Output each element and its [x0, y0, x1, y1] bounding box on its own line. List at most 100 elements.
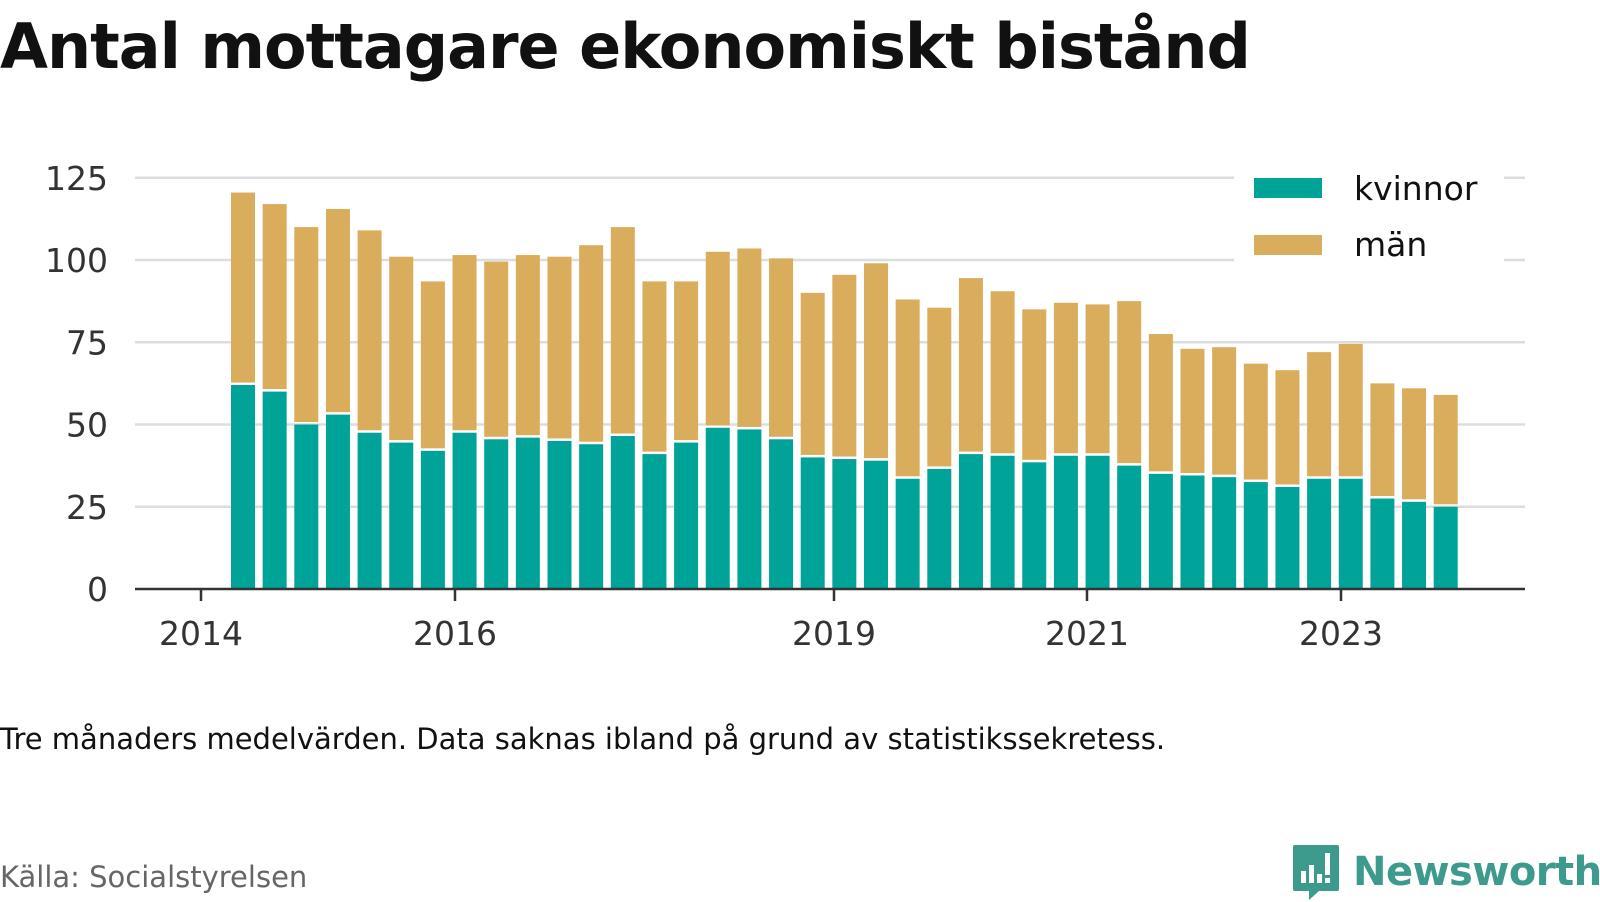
- bar-kvinnor: [579, 444, 604, 589]
- bar-kvinnor: [1180, 475, 1205, 589]
- bar-kvinnor: [1022, 462, 1047, 589]
- bar-man: [705, 251, 730, 426]
- bar-kvinnor: [610, 436, 635, 589]
- bar-man: [610, 227, 635, 434]
- x-tick-label: 2014: [159, 614, 243, 653]
- x-tick-label: 2023: [1299, 614, 1383, 653]
- bar-kvinnor: [1370, 498, 1395, 589]
- bar-kvinnor: [547, 440, 572, 589]
- bar-kvinnor: [1053, 455, 1078, 589]
- legend-swatch-kvinnor: [1254, 178, 1322, 198]
- bar-man: [231, 192, 255, 383]
- bar-man: [832, 274, 857, 457]
- bar-kvinnor: [1402, 501, 1427, 589]
- legend-swatch-man: [1254, 235, 1322, 255]
- x-tick-label: 2019: [792, 614, 876, 653]
- bar-man: [1212, 347, 1237, 475]
- chart-title: Antal mottagare ekonomiskt bistånd: [0, 10, 1251, 83]
- bar-kvinnor: [294, 424, 319, 589]
- bar-man: [1307, 352, 1332, 477]
- bar-kvinnor: [1117, 465, 1142, 589]
- y-axis-tick-labels: 0 25 50 75 100 125: [45, 159, 108, 609]
- bar-man: [1053, 302, 1078, 454]
- bar-kvinnor: [262, 391, 287, 589]
- bar-man: [579, 245, 604, 442]
- bar-man: [927, 307, 952, 467]
- bar-man: [864, 263, 888, 459]
- bar-man: [769, 258, 794, 437]
- bar-man: [1243, 363, 1268, 480]
- bar-kvinnor: [325, 414, 350, 589]
- newsworthy-logo-icon: [1293, 845, 1339, 900]
- bar-man: [515, 255, 540, 436]
- bar-man: [1338, 343, 1363, 477]
- bar-kvinnor: [1307, 478, 1332, 589]
- bar-kvinnor: [231, 385, 255, 589]
- brand-name: Newsworthy: [1353, 849, 1600, 895]
- y-tick-label: 75: [66, 323, 108, 362]
- bar-man: [294, 227, 319, 422]
- x-tick-label: 2021: [1045, 614, 1129, 653]
- bar-man: [1275, 370, 1300, 485]
- brand-logo[interactable]: Newsworthy: [1291, 842, 1600, 902]
- bar-kvinnor: [515, 437, 540, 589]
- bar-man: [990, 291, 1015, 454]
- bar-kvinnor: [452, 432, 477, 589]
- bar-man: [325, 209, 350, 413]
- bar-kvinnor: [705, 427, 730, 589]
- bar-kvinnor: [674, 442, 699, 589]
- bar-man: [547, 256, 572, 439]
- bar-kvinnor: [1433, 506, 1458, 589]
- bar-kvinnor: [769, 439, 794, 589]
- bar-kvinnor: [800, 457, 825, 589]
- bar-man: [1180, 348, 1205, 473]
- bar-kvinnor: [1338, 478, 1363, 589]
- bar-man: [642, 281, 667, 452]
- chart-caption: Tre månaders medelvärden. Data saknas ib…: [0, 722, 1166, 756]
- bar-kvinnor: [484, 439, 509, 589]
- x-tick-label: 2016: [413, 614, 497, 653]
- bar-kvinnor: [990, 455, 1015, 589]
- bar-man: [420, 281, 445, 449]
- bar-kvinnor: [389, 442, 414, 589]
- bar-kvinnor: [420, 450, 445, 589]
- y-tick-label: 25: [66, 488, 108, 527]
- bar-man: [1402, 388, 1427, 500]
- bar-kvinnor: [642, 454, 667, 589]
- stacked-bar-chart: 0 25 50 75 100 125 2014 2016 2019 2021 2023 kvinn…: [45, 159, 1525, 653]
- bar-kvinnor: [927, 468, 952, 589]
- bar-man: [357, 230, 382, 431]
- legend-label-kvinnor: kvinnor: [1354, 169, 1478, 208]
- x-axis-ticks: 2014 2016 2019 2021 2023: [159, 589, 1383, 653]
- bar-man: [452, 255, 477, 431]
- bar-man: [1022, 309, 1047, 460]
- bar-kvinnor: [1148, 473, 1173, 589]
- y-tick-label: 50: [66, 406, 108, 445]
- bar-kvinnor: [895, 478, 920, 589]
- bar-man: [484, 261, 509, 437]
- bars: [231, 192, 1458, 589]
- bar-man: [1433, 394, 1458, 505]
- y-tick-label: 0: [87, 570, 108, 609]
- bar-man: [737, 248, 762, 427]
- bar-kvinnor: [1243, 482, 1268, 589]
- bar-kvinnor: [357, 432, 382, 589]
- bar-man: [1370, 383, 1395, 497]
- bar-man: [1117, 301, 1142, 464]
- bar-man: [800, 292, 825, 455]
- bar-man: [895, 299, 920, 477]
- bar-kvinnor: [737, 429, 762, 589]
- bar-kvinnor: [1085, 455, 1110, 589]
- legend-label-man: män: [1354, 225, 1427, 264]
- y-tick-label: 125: [45, 159, 108, 198]
- bar-man: [1085, 304, 1110, 454]
- bar-man: [674, 281, 699, 441]
- bar-kvinnor: [1275, 487, 1300, 589]
- bar-man: [1148, 334, 1173, 472]
- bar-man: [958, 278, 983, 452]
- bar-man: [389, 256, 414, 441]
- bar-man: [262, 204, 287, 390]
- bar-kvinnor: [1212, 477, 1237, 589]
- legend: kvinnor män: [1234, 166, 1504, 266]
- bar-kvinnor: [958, 454, 983, 589]
